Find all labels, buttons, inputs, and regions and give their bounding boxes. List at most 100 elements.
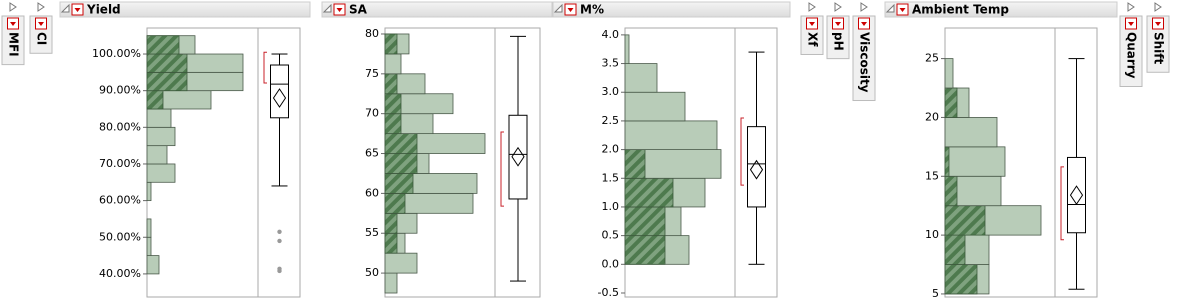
y-tick-label: 75: [365, 67, 379, 80]
shortest-half: [1060, 166, 1064, 241]
y-tick-label: 60.00%: [99, 194, 141, 207]
y-tick-label: 80.00%: [99, 120, 141, 133]
outlier: [277, 268, 282, 274]
panel-label: Viscosity: [858, 32, 872, 93]
y-tick-label: 50.00%: [99, 230, 141, 243]
histogram-bar: [146, 236, 152, 256]
y-tick-label: 55: [365, 226, 379, 239]
histogram-bar: [624, 63, 658, 93]
selected-bar: [384, 93, 402, 115]
collapse-toggle[interactable]: [322, 3, 332, 13]
expand-toggle[interactable]: [1154, 2, 1162, 12]
y-tick-label: -0.5: [598, 286, 619, 299]
y-tick-label: 2.0: [602, 143, 620, 156]
histogram-bar: [146, 218, 152, 238]
header-bar: [321, 1, 553, 18]
collapse-toggle[interactable]: [553, 3, 563, 13]
selected-bar: [624, 149, 646, 179]
selected-bar: [384, 153, 418, 174]
selected-bar: [384, 212, 398, 234]
menu-arrow: [38, 22, 44, 26]
panel-label: pH: [832, 32, 846, 51]
selected-bar: [624, 177, 674, 208]
expand-toggle[interactable]: [808, 2, 816, 12]
histogram-bar: [146, 108, 172, 128]
selected-bar: [944, 87, 958, 118]
expand-toggle[interactable]: [834, 2, 842, 12]
histogram-bar: [146, 181, 152, 202]
selected-bar: [944, 234, 966, 265]
y-tick-label: 70.00%: [99, 157, 141, 170]
menu-arrow: [336, 8, 343, 12]
y-tick-label: 5: [932, 287, 939, 300]
y-tick-label: 15: [925, 169, 939, 182]
collapse-toggle[interactable]: [885, 3, 895, 13]
histogram-bar: [384, 252, 418, 274]
histogram-bar: [624, 34, 630, 64]
shortest-half: [263, 51, 267, 84]
selected-bar: [146, 90, 164, 110]
expand-toggle[interactable]: [860, 2, 868, 12]
selected-bar: [384, 232, 398, 254]
selected-bar: [384, 33, 398, 55]
selected-bar: [624, 206, 666, 237]
selected-bar: [944, 175, 958, 207]
menu-arrow: [899, 8, 906, 12]
menu-arrow: [809, 22, 815, 26]
panel-label: Quarry: [1125, 32, 1139, 79]
outlier: [277, 229, 282, 234]
histogram-bar: [146, 255, 160, 275]
menu-arrow: [861, 22, 867, 26]
panel-title: SA: [349, 3, 368, 17]
histogram-bar: [624, 120, 718, 150]
outlier: [277, 238, 282, 244]
header-bar: [552, 1, 791, 18]
expand-toggle[interactable]: [37, 2, 45, 12]
mean-diamond: [749, 159, 764, 180]
box: [1067, 156, 1086, 234]
selected-bar: [146, 35, 180, 55]
y-tick-label: 0.0: [602, 257, 620, 270]
histogram-bar: [384, 53, 402, 75]
y-tick-label: 0.5: [602, 229, 620, 242]
y-tick-label: 40.00%: [99, 267, 141, 280]
panel-box: [852, 15, 876, 102]
shortest-half: [500, 131, 504, 207]
y-tick-label: 50: [365, 266, 379, 279]
box: [270, 64, 289, 119]
expand-toggle[interactable]: [1127, 2, 1135, 12]
header-bar: [59, 1, 311, 18]
selected-bar: [944, 205, 986, 236]
histogram-bar: [944, 146, 1006, 177]
panel-title: Ambient Temp: [912, 3, 1009, 17]
y-tick-label: 90.00%: [99, 84, 141, 97]
selected-bar: [384, 173, 414, 194]
menu-arrow: [10, 22, 16, 26]
selected-bar: [146, 71, 188, 92]
collapsed-panel: Quarry: [1119, 15, 1143, 87]
selected-bar: [384, 113, 402, 135]
y-tick-label: 60: [365, 186, 379, 199]
panel-title: Yield: [86, 3, 121, 17]
y-tick-label: 20: [925, 110, 939, 123]
mean-diamond: [272, 88, 287, 108]
y-tick-label: 65: [365, 147, 379, 160]
histogram-bar: [944, 58, 954, 89]
y-tick-label: 80: [365, 27, 379, 40]
y-tick-label: 10: [925, 228, 939, 241]
selected-bar: [146, 53, 188, 73]
y-tick-label: 3.5: [602, 57, 620, 70]
selected-bar: [624, 235, 666, 265]
panel-label: MFI: [7, 32, 21, 57]
y-tick-label: 4.0: [602, 28, 620, 41]
menu-arrow: [1155, 22, 1161, 26]
panel-title: M%: [580, 3, 604, 17]
expand-toggle[interactable]: [9, 2, 17, 12]
y-tick-label: 25: [925, 52, 939, 65]
y-tick-label: 70: [365, 107, 379, 120]
collapse-toggle[interactable]: [60, 3, 70, 13]
panel-box: [1146, 15, 1170, 73]
menu-arrow: [567, 8, 574, 12]
histogram-bar: [384, 272, 398, 294]
